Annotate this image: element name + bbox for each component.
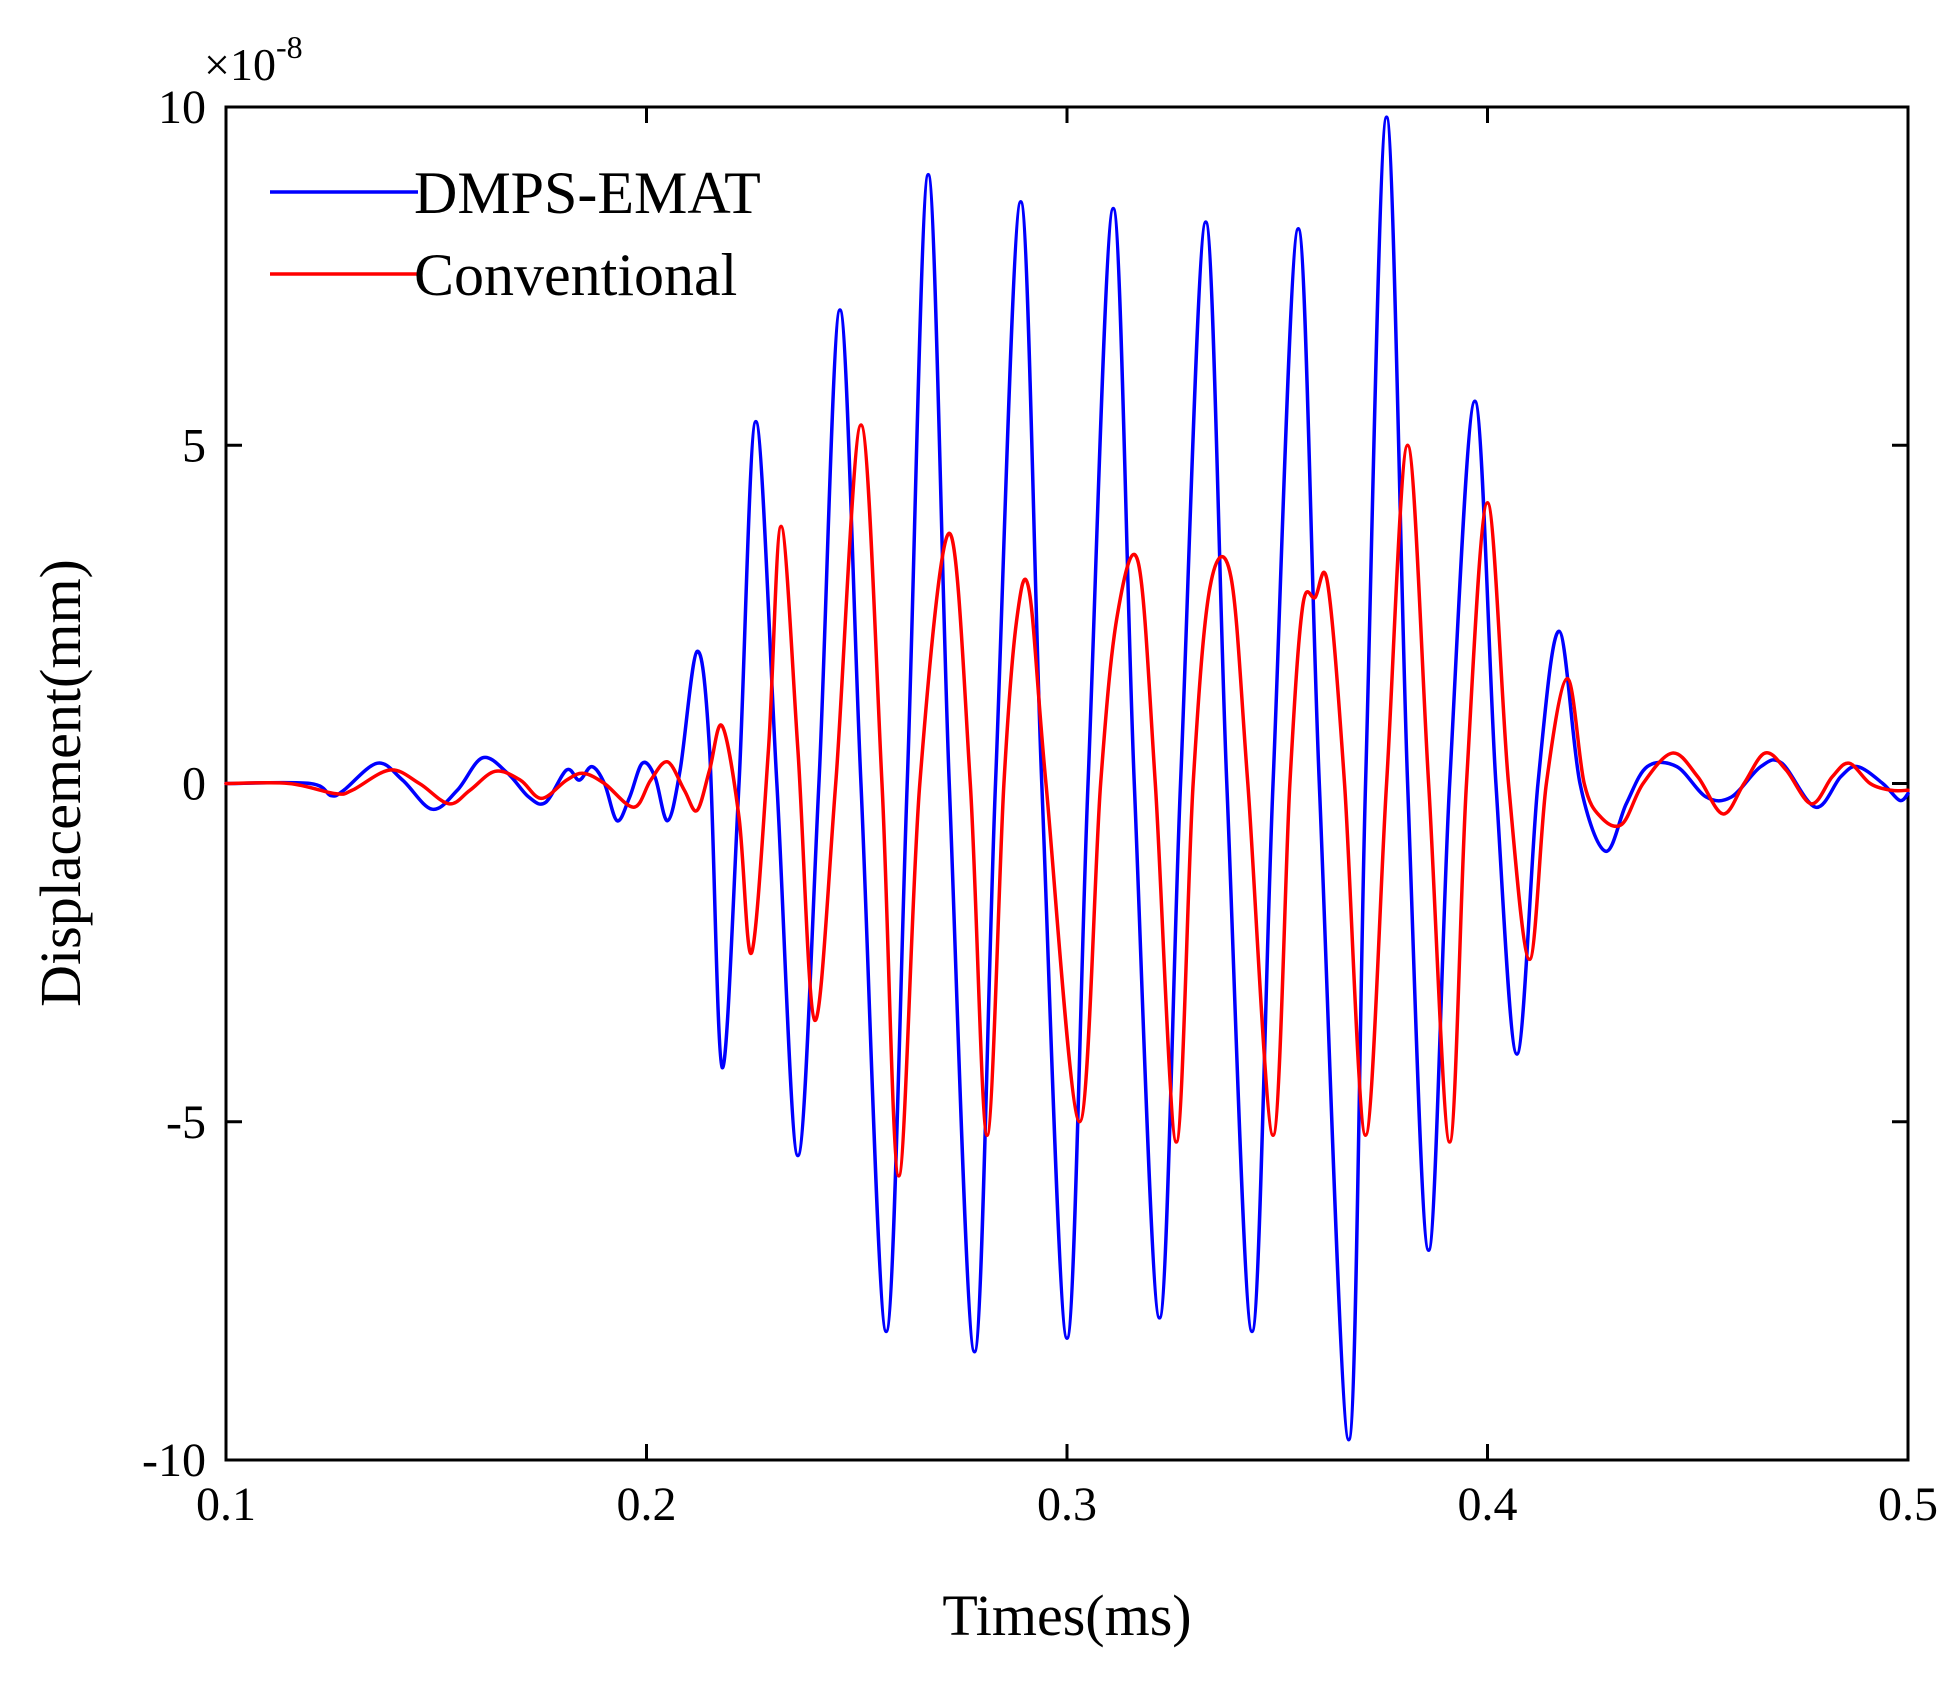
legend: DMPS-EMAT Conventional xyxy=(270,160,761,308)
y-tick-label: -10 xyxy=(142,1434,206,1487)
legend-label-conventional: Conventional xyxy=(414,242,737,308)
y-tick-label: 5 xyxy=(182,419,206,472)
series-line-dmps-emat xyxy=(224,115,1910,1442)
series-layer xyxy=(224,115,1910,1442)
x-axis-title: Times(ms) xyxy=(942,1583,1191,1648)
y-tick-label: 10 xyxy=(158,81,206,134)
x-tick-label: 0.4 xyxy=(1458,1478,1518,1531)
y-axis-title: Displacement(mm) xyxy=(28,559,93,1007)
y-scale-exponent: -8 xyxy=(276,29,303,65)
y-tick-label: -5 xyxy=(166,1096,206,1149)
ticks-layer: 0.1 0.2 0.3 0.4 0.5 -10 -5 0 5 10 xyxy=(142,81,1938,1531)
x-tick-label: 0.1 xyxy=(196,1478,256,1531)
y-scale-label: ×10-8 xyxy=(204,29,303,90)
y-scale-base: ×10 xyxy=(204,39,276,90)
x-tick-label: 0.3 xyxy=(1037,1478,1097,1531)
x-tick-label: 0.2 xyxy=(617,1478,677,1531)
x-tick-label: 0.5 xyxy=(1878,1478,1938,1531)
y-tick-label: 0 xyxy=(182,758,206,811)
series-line-conventional xyxy=(224,423,1910,1178)
legend-label-dmps-emat: DMPS-EMAT xyxy=(414,160,761,226)
